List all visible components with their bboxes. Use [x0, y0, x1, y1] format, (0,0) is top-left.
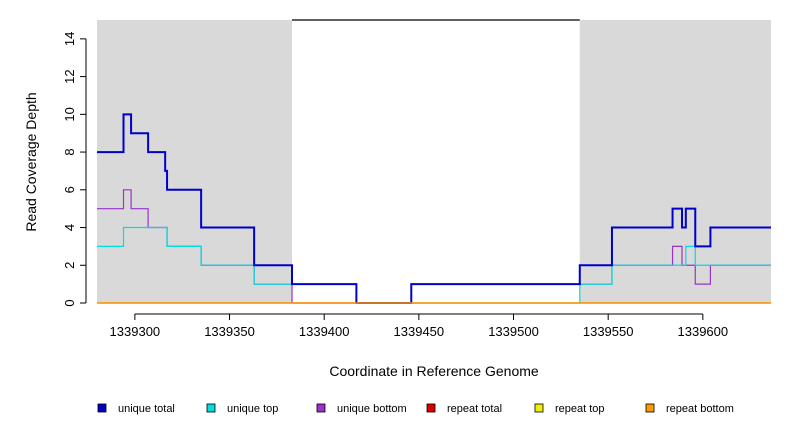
y-tick-label: 8 [62, 148, 77, 155]
legend-item: repeat bottom [645, 403, 734, 415]
legend-item: repeat total [426, 403, 502, 415]
x-tick-label: 1339600 [678, 324, 729, 339]
legend-label: unique bottom [337, 403, 407, 415]
x-tick-label: 1339550 [583, 324, 634, 339]
legend-label: repeat top [555, 403, 605, 415]
y-tick-label: 14 [62, 32, 77, 46]
y-axis-title: Read Coverage Depth [23, 92, 39, 231]
legend-label: unique total [118, 403, 175, 415]
legend-swatch [206, 403, 216, 413]
y-tick-label: 12 [62, 69, 77, 83]
shaded-region-1 [579, 20, 771, 303]
legend-swatch [426, 403, 436, 413]
y-tick-label: 6 [62, 186, 77, 193]
x-tick-label: 1339450 [394, 324, 445, 339]
legend-item: unique total [97, 403, 175, 415]
legend-label: repeat bottom [666, 403, 734, 415]
x-tick-label: 1339350 [204, 324, 255, 339]
legend-swatch [316, 403, 326, 413]
x-tick-label: 1339500 [488, 324, 539, 339]
legend-swatch [645, 403, 655, 413]
legend-label: unique top [227, 403, 278, 415]
y-tick-label: 2 [62, 262, 77, 269]
y-tick-label: 0 [62, 299, 77, 306]
legend-item: unique top [206, 403, 278, 415]
y-tick-label: 10 [62, 107, 77, 121]
x-axis-title: Coordinate in Reference Genome [329, 363, 539, 379]
shaded-region-0 [97, 20, 293, 303]
y-tick-label: 4 [62, 224, 77, 231]
legend-swatch [97, 403, 107, 413]
legend-swatch [534, 403, 544, 413]
x-tick-label: 1339400 [299, 324, 350, 339]
x-tick-label: 1339300 [110, 324, 161, 339]
series-line-unique-total [97, 113, 771, 304]
legend-item: unique bottom [316, 403, 407, 415]
legend-label: repeat total [447, 403, 502, 415]
legend-item: repeat top [534, 403, 605, 415]
